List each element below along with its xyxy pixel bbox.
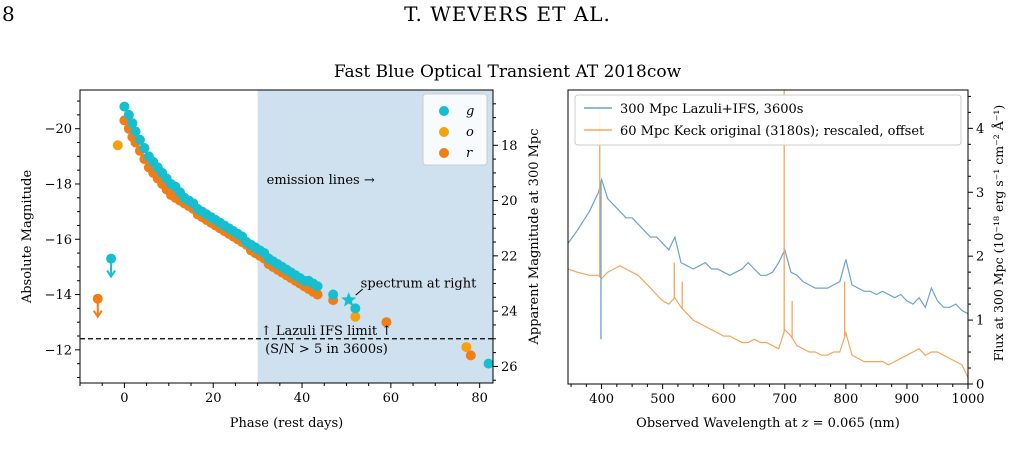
point-g — [139, 143, 150, 154]
spectrum-x-ticks: 400 500 600 700 800 900 1000 — [570, 384, 985, 407]
x-tick-label: 700 — [772, 392, 797, 407]
x-tick-label: 600 — [711, 392, 736, 407]
x-tick-label: 60 — [383, 391, 400, 406]
x-tick-label: 20 — [205, 391, 222, 406]
spectrum-panel: 400 500 600 700 800 900 1000 0 1 2 3 4 Observed Wa… — [567, 89, 1006, 431]
lazuli-limit-label: ↑ Lazuli IFS limit ↑ — [261, 324, 392, 339]
spectrum-legend: 300 Mpc Lazuli+IFS, 3600s 60 Mpc Keck or… — [574, 94, 962, 146]
keck-spectrum-line — [567, 265, 969, 378]
point-g — [312, 281, 323, 292]
lazuli-spectrum-line — [567, 177, 969, 315]
spectrum-right-y-ticks: 0 1 2 3 4 — [968, 95, 984, 393]
light-curve-y-ticks: −20 −18 −16 −14 −12 — [45, 100, 80, 378]
legend-o-label: o — [466, 125, 474, 140]
lazuli-limit-sublabel: (S/N > 5 in 3600s) — [265, 342, 388, 357]
light-curve-panel: emission lines → ↑ Lazuli IFS limit ↑ (S… — [20, 89, 542, 431]
spectrum-right-y-label: Flux at 300 Mpc (10⁻¹⁸ erg s⁻¹ cm⁻² Å⁻¹) — [991, 105, 1006, 361]
legend-r-label: r — [466, 146, 473, 161]
y-tick-label: −12 — [45, 343, 72, 358]
light-curve-points — [92, 101, 494, 369]
legend-box — [574, 94, 962, 146]
point-g — [130, 126, 141, 137]
y2-tick-label: 18 — [501, 139, 518, 154]
y2-tick-label: 3 — [976, 186, 984, 201]
x-tick-label: 0 — [120, 391, 128, 406]
y2-tick-label: 26 — [501, 360, 518, 375]
light-curve-x-ticks: 0 20 40 60 80 — [79, 383, 488, 406]
y2-tick-label: 24 — [501, 305, 518, 320]
light-curve-legend: g o r — [422, 93, 488, 166]
light-curve-frame — [79, 89, 494, 384]
x-tick-label: 800 — [833, 392, 858, 407]
point-r — [465, 350, 476, 361]
y2-tick-label: 0 — [976, 378, 984, 393]
upper-limit-arrowhead-r — [92, 310, 103, 319]
point-r — [381, 317, 392, 328]
page-number: 8 — [2, 2, 15, 26]
y-tick-label: −14 — [45, 288, 72, 303]
light-curve-right-y-ticks: 18 20 22 24 26 — [493, 103, 518, 381]
light-curve-x-label: Phase (rest days) — [230, 416, 344, 431]
x-label-prefix: Observed Wavelength at — [636, 416, 801, 431]
point-g — [123, 109, 134, 120]
y-tick-label: −16 — [45, 233, 72, 248]
figure-title: Fast Blue Optical Transient AT 2018cow — [333, 62, 682, 82]
point-o — [461, 342, 472, 353]
spectrum-pointer-line — [355, 288, 363, 296]
spectrum-frame — [567, 89, 969, 385]
y2-tick-label: 20 — [501, 194, 518, 209]
y2-tick-label: 2 — [976, 250, 984, 265]
point-o — [350, 311, 361, 322]
upper-limit-arrowhead-g — [106, 270, 116, 279]
legend-box — [422, 93, 488, 166]
legend-keck-label: 60 Mpc Keck original (3180s); rescaled, … — [620, 124, 925, 139]
y-tick-label: −20 — [45, 122, 72, 137]
y-tick-label: −18 — [45, 177, 72, 192]
light-curve-y-label: Absolute Magnitude — [20, 170, 35, 305]
emission-lines-label: emission lines → — [267, 173, 375, 188]
x-label-variable: z — [801, 416, 809, 431]
y2-tick-label: 22 — [501, 249, 518, 264]
spectrum-star-marker — [341, 292, 357, 307]
x-tick-label: 500 — [650, 392, 675, 407]
running-head: T. WEVERS ET AL. — [404, 2, 611, 26]
spectrum-at-right-label: spectrum at right — [361, 277, 477, 292]
legend-r-marker — [439, 148, 449, 158]
point-g — [483, 358, 494, 369]
point-r — [312, 289, 323, 300]
light-curve-right-y-label: Apparent Magnitude at 300 Mpc — [527, 128, 542, 345]
x-tick-label: 900 — [895, 392, 920, 407]
x-tick-label: 80 — [471, 391, 488, 406]
point-g — [328, 289, 339, 300]
y2-tick-label: 1 — [976, 314, 984, 329]
legend-g-label: g — [466, 104, 474, 119]
x-tick-label: 400 — [589, 392, 614, 407]
point-o — [112, 140, 123, 151]
legend-o-marker — [439, 127, 449, 137]
x-tick-label: 1000 — [951, 392, 984, 407]
x-label-suffix: = 0.065 (nm) — [808, 416, 899, 431]
legend-g-marker — [439, 106, 449, 116]
point-g — [134, 134, 145, 145]
legend-lazuli-label: 300 Mpc Lazuli+IFS, 3600s — [620, 102, 803, 117]
x-tick-label: 40 — [294, 391, 311, 406]
y2-tick-label: 4 — [976, 122, 984, 137]
spectrum-x-label: Observed Wavelength at z = 0.065 (nm) — [636, 416, 900, 431]
point-g — [127, 118, 138, 129]
point-g — [119, 101, 130, 112]
